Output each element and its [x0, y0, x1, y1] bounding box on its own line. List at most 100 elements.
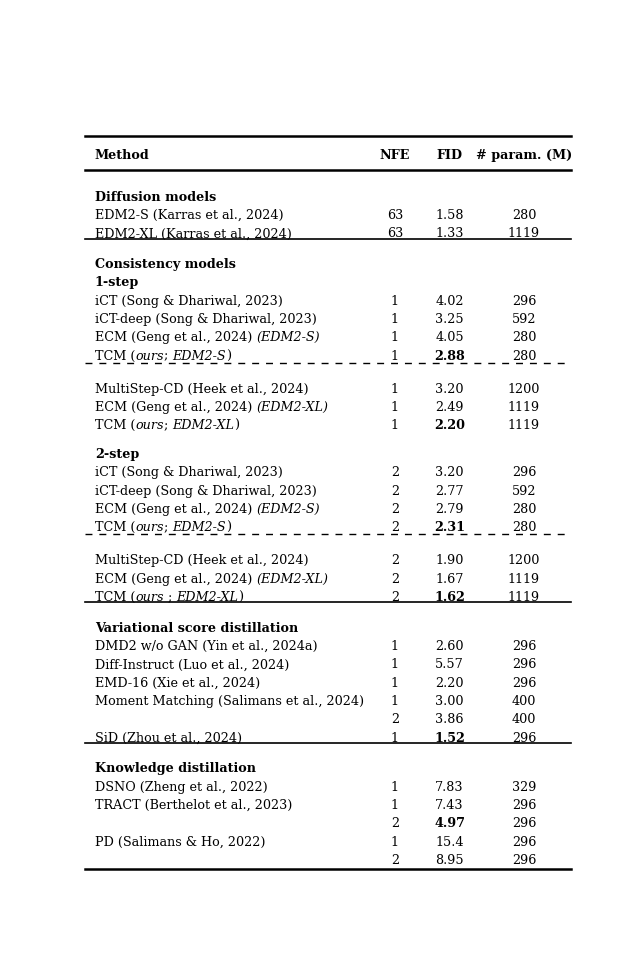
Text: EMD-16 (Xie et al., 2024): EMD-16 (Xie et al., 2024)	[95, 677, 260, 690]
Text: iCT (Song & Dhariwal, 2023): iCT (Song & Dhariwal, 2023)	[95, 467, 283, 479]
Text: 2: 2	[391, 521, 399, 535]
Text: 400: 400	[512, 713, 536, 727]
Text: 1.90: 1.90	[435, 554, 464, 568]
Text: 4.05: 4.05	[435, 331, 464, 344]
Text: EDM2-S (Karras et al., 2024): EDM2-S (Karras et al., 2024)	[95, 209, 284, 222]
Text: 296: 296	[512, 467, 536, 479]
Text: 1119: 1119	[508, 591, 540, 604]
Text: 7.43: 7.43	[435, 799, 464, 812]
Text: ECM (Geng et al., 2024): ECM (Geng et al., 2024)	[95, 401, 256, 414]
Text: 2: 2	[391, 854, 399, 867]
Text: EDM2-XL: EDM2-XL	[176, 591, 238, 604]
Text: 4.02: 4.02	[435, 294, 464, 308]
Text: 1119: 1119	[508, 228, 540, 241]
Text: 2.60: 2.60	[435, 640, 464, 653]
Text: iCT-deep (Song & Dhariwal, 2023): iCT-deep (Song & Dhariwal, 2023)	[95, 313, 317, 326]
Text: 8.95: 8.95	[435, 854, 464, 867]
Text: 296: 296	[512, 294, 536, 308]
Text: 280: 280	[512, 350, 536, 362]
Text: (EDM2-S): (EDM2-S)	[256, 331, 320, 344]
Text: 15.4: 15.4	[435, 836, 464, 848]
Text: ECM (Geng et al., 2024): ECM (Geng et al., 2024)	[95, 573, 256, 586]
Text: 296: 296	[512, 836, 536, 848]
Text: 1: 1	[391, 294, 399, 308]
Text: 1: 1	[391, 836, 399, 848]
Text: 2: 2	[391, 485, 399, 498]
Text: 2.77: 2.77	[435, 485, 464, 498]
Text: Diffusion models: Diffusion models	[95, 191, 216, 204]
Text: 3.86: 3.86	[435, 713, 464, 727]
Text: 1: 1	[391, 383, 399, 395]
Text: 592: 592	[511, 313, 536, 326]
Text: Diff-Instruct (Luo et al., 2024): Diff-Instruct (Luo et al., 2024)	[95, 658, 289, 671]
Text: ): )	[234, 420, 239, 432]
Text: 296: 296	[512, 817, 536, 830]
Text: FID: FID	[436, 149, 463, 163]
Text: 1: 1	[391, 350, 399, 362]
Text: 2.88: 2.88	[434, 350, 465, 362]
Text: 1119: 1119	[508, 401, 540, 414]
Text: (EDM2-XL): (EDM2-XL)	[256, 401, 328, 414]
Text: 2.20: 2.20	[434, 420, 465, 432]
Text: Moment Matching (Salimans et al., 2024): Moment Matching (Salimans et al., 2024)	[95, 695, 364, 708]
Text: ): )	[226, 350, 231, 362]
Text: 1119: 1119	[508, 573, 540, 586]
Text: 592: 592	[511, 485, 536, 498]
Text: 1-step: 1-step	[95, 276, 139, 289]
Text: EDM2-S: EDM2-S	[172, 521, 226, 535]
Text: # param. (M): # param. (M)	[476, 149, 572, 163]
Text: 63: 63	[387, 209, 403, 222]
Text: 2.31: 2.31	[434, 521, 465, 535]
Text: 1.52: 1.52	[434, 731, 465, 745]
Text: 1: 1	[391, 658, 399, 671]
Text: 329: 329	[512, 780, 536, 794]
Text: Variational score distillation: Variational score distillation	[95, 621, 298, 635]
Text: 2: 2	[391, 817, 399, 830]
Text: iCT-deep (Song & Dhariwal, 2023): iCT-deep (Song & Dhariwal, 2023)	[95, 485, 317, 498]
Text: EDM2-XL: EDM2-XL	[172, 420, 234, 432]
Text: 1: 1	[391, 401, 399, 414]
Text: (EDM2-XL): (EDM2-XL)	[256, 573, 328, 586]
Text: 7.83: 7.83	[435, 780, 464, 794]
Text: Knowledge distillation: Knowledge distillation	[95, 762, 256, 775]
Text: MultiStep-CD (Heek et al., 2024): MultiStep-CD (Heek et al., 2024)	[95, 554, 308, 568]
Text: ;: ;	[164, 420, 172, 432]
Text: 2.20: 2.20	[435, 677, 464, 690]
Text: 1200: 1200	[508, 383, 540, 395]
Text: EDM2-S: EDM2-S	[172, 350, 226, 362]
Text: 1.33: 1.33	[435, 228, 464, 241]
Text: 1: 1	[391, 731, 399, 745]
Text: 1: 1	[391, 677, 399, 690]
Text: 296: 296	[512, 640, 536, 653]
Text: 2: 2	[391, 467, 399, 479]
Text: 1119: 1119	[508, 420, 540, 432]
Text: 280: 280	[512, 331, 536, 344]
Text: 4.97: 4.97	[434, 817, 465, 830]
Text: DMD2 w/o GAN (Yin et al., 2024a): DMD2 w/o GAN (Yin et al., 2024a)	[95, 640, 317, 653]
Text: 1: 1	[391, 780, 399, 794]
Text: 1.62: 1.62	[434, 591, 465, 604]
Text: TCM (: TCM (	[95, 521, 135, 535]
Text: ;: ;	[164, 521, 172, 535]
Text: PD (Salimans & Ho, 2022): PD (Salimans & Ho, 2022)	[95, 836, 266, 848]
Text: TRACT (Berthelot et al., 2023): TRACT (Berthelot et al., 2023)	[95, 799, 292, 812]
Text: 2.49: 2.49	[435, 401, 464, 414]
Text: TCM (: TCM (	[95, 420, 135, 432]
Text: 400: 400	[512, 695, 536, 708]
Text: SiD (Zhou et al., 2024): SiD (Zhou et al., 2024)	[95, 731, 242, 745]
Text: iCT (Song & Dhariwal, 2023): iCT (Song & Dhariwal, 2023)	[95, 294, 283, 308]
Text: 2-step: 2-step	[95, 448, 139, 461]
Text: MultiStep-CD (Heek et al., 2024): MultiStep-CD (Heek et al., 2024)	[95, 383, 308, 395]
Text: ours: ours	[135, 350, 164, 362]
Text: 280: 280	[512, 503, 536, 516]
Text: Method: Method	[95, 149, 150, 163]
Text: 1: 1	[391, 695, 399, 708]
Text: ): )	[238, 591, 243, 604]
Text: 2.79: 2.79	[435, 503, 464, 516]
Text: 2: 2	[391, 503, 399, 516]
Text: ours: ours	[135, 591, 164, 604]
Text: 296: 296	[512, 799, 536, 812]
Text: 1.58: 1.58	[435, 209, 464, 222]
Text: 1: 1	[391, 331, 399, 344]
Text: ECM (Geng et al., 2024): ECM (Geng et al., 2024)	[95, 503, 256, 516]
